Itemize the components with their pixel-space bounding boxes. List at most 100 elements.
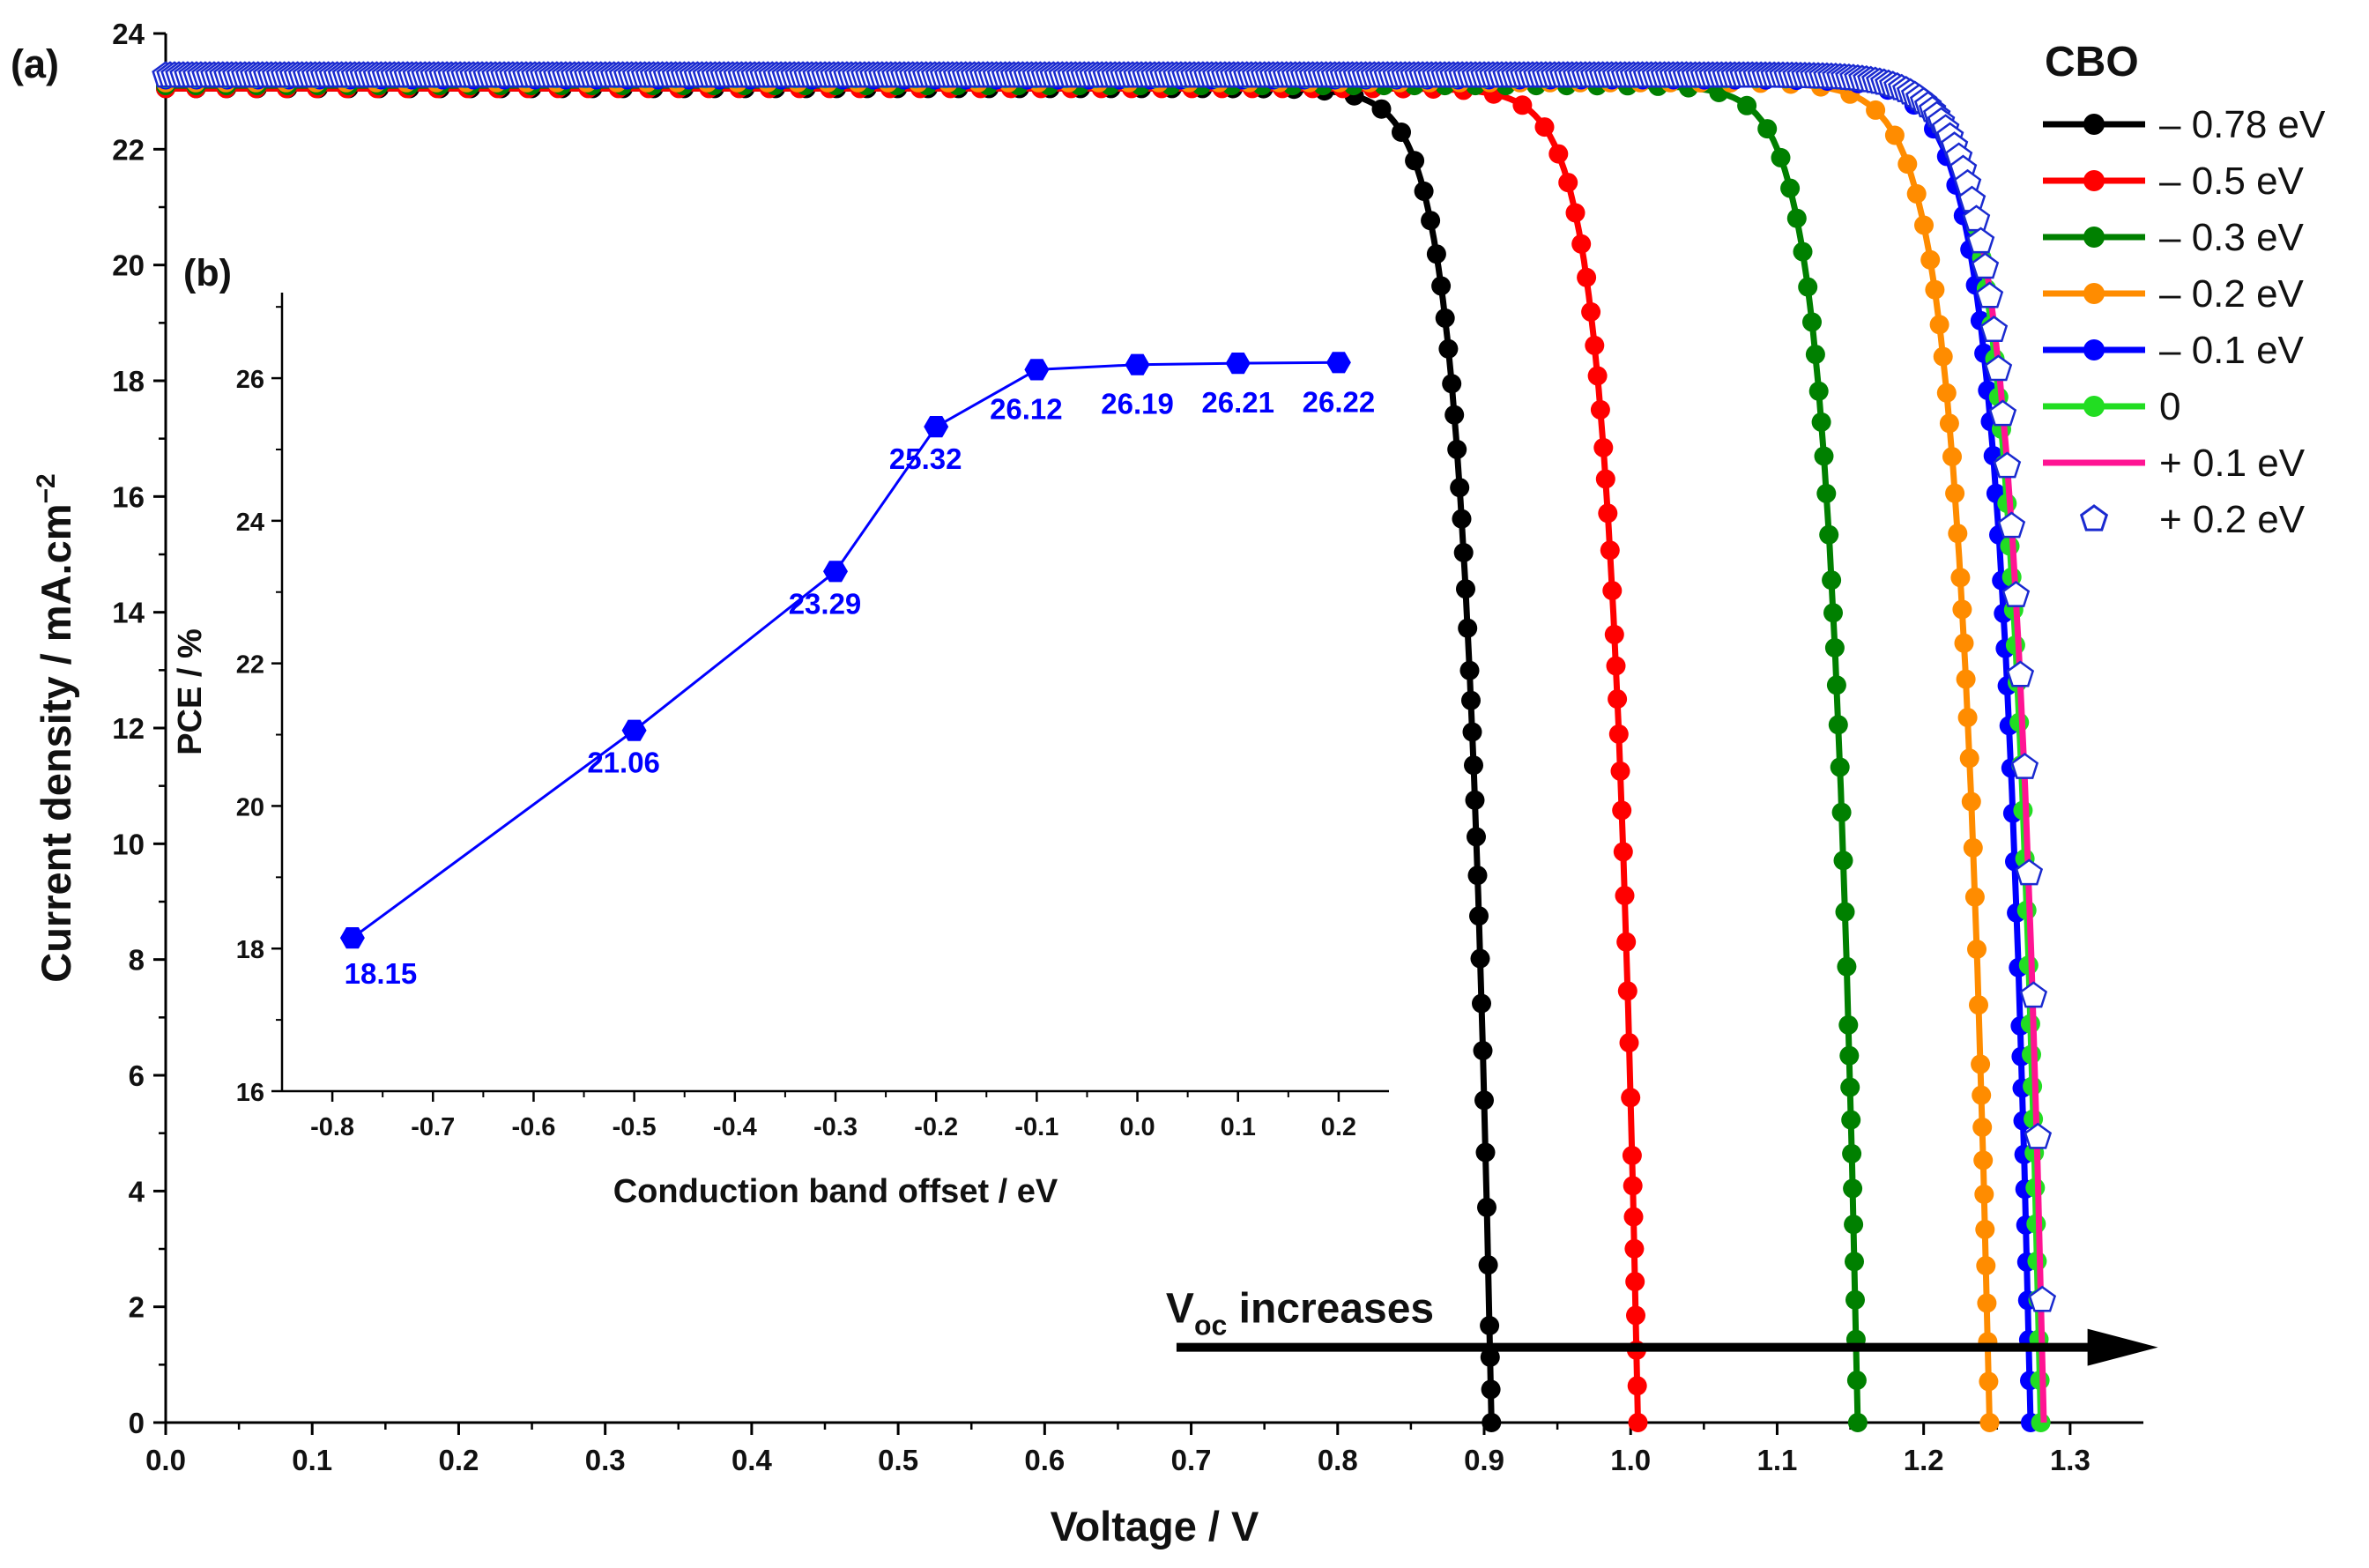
inset-x-tick-label: 0.1 xyxy=(1221,1113,1256,1141)
series-marker xyxy=(1426,244,1446,264)
voc-arrow-head xyxy=(2087,1328,2158,1366)
series-marker xyxy=(1866,100,1886,120)
legend-label: + 0.2 eV xyxy=(2159,498,2306,541)
legend-label: + 0.1 eV xyxy=(2159,442,2306,485)
series-marker xyxy=(2028,1285,2057,1312)
series-marker xyxy=(1452,509,1472,529)
y-tick-label: 24 xyxy=(112,18,145,50)
series-marker xyxy=(1469,906,1489,926)
series-marker xyxy=(1462,722,1482,742)
series-marker xyxy=(1961,791,1981,812)
series-marker xyxy=(1461,690,1481,710)
series-marker xyxy=(1405,151,1425,171)
legend-label: – 0.3 eV xyxy=(2159,216,2305,259)
series-marker xyxy=(1939,413,1959,434)
series-marker xyxy=(1600,540,1620,561)
inset-y-tick-label: 20 xyxy=(236,793,264,821)
series-marker xyxy=(1979,316,2009,342)
series-marker xyxy=(2015,858,2044,886)
series-marker xyxy=(1906,183,1927,204)
inset-point xyxy=(1225,353,1251,375)
series-marker xyxy=(1622,1146,1642,1165)
inset-background xyxy=(282,293,1389,1091)
series-marker xyxy=(1967,940,1987,959)
series-marker xyxy=(1969,995,1988,1015)
series-marker xyxy=(1897,154,1918,175)
series-marker xyxy=(1973,1150,1994,1170)
series-marker xyxy=(1593,437,1614,457)
series-marker xyxy=(1846,1371,1867,1391)
inset-y-tick-label: 24 xyxy=(236,509,264,537)
main-series xyxy=(152,61,2057,1432)
x-tick-label: 0.6 xyxy=(1024,1444,1065,1476)
series-marker xyxy=(1757,119,1778,139)
series-marker xyxy=(1966,227,1995,254)
series-marker xyxy=(1613,842,1633,862)
x-tick-label: 0.1 xyxy=(292,1444,332,1476)
series-marker xyxy=(1884,125,1905,145)
inset-data-label: 18.15 xyxy=(345,957,418,990)
series-marker xyxy=(1828,715,1848,735)
series-marker xyxy=(1478,1255,1498,1275)
series-marker xyxy=(1811,412,1831,432)
legend-marker xyxy=(2083,339,2105,360)
inset-data-label: 21.06 xyxy=(587,747,660,779)
voc-rest: increases xyxy=(1227,1286,1434,1333)
series-marker xyxy=(1473,1041,1493,1060)
series-marker xyxy=(1936,383,1957,403)
legend-marker xyxy=(2083,283,2105,304)
y-tick-label: 0 xyxy=(129,1407,145,1439)
voc-annotation: Voc increases xyxy=(1166,1286,2158,1366)
series-marker xyxy=(1950,568,1971,588)
legend-label: – 0.1 eV xyxy=(2159,329,2305,372)
inset-x-tick-label: -0.1 xyxy=(1014,1113,1058,1141)
series-marker xyxy=(1952,599,1972,620)
series-marker xyxy=(1627,1376,1647,1396)
inset-x-tick-label: 0.2 xyxy=(1321,1113,1356,1141)
inset-x-tick-label: 0.0 xyxy=(1119,1113,1155,1141)
inset-data-label: 25.32 xyxy=(889,442,962,475)
series-marker xyxy=(1442,374,1462,394)
inset-x-tick-label: -0.3 xyxy=(813,1113,858,1141)
series-marker xyxy=(1482,1413,1502,1432)
series-marker xyxy=(2024,1122,2053,1149)
y-tick-label: 18 xyxy=(112,365,145,398)
panel-label-b: (b) xyxy=(183,252,232,294)
series-7 xyxy=(152,61,2057,1312)
series-marker xyxy=(1920,249,1941,270)
series-marker xyxy=(1450,478,1470,498)
series-marker xyxy=(1929,315,1949,335)
series-marker xyxy=(1585,335,1605,355)
x-tick-label: 0.7 xyxy=(1171,1444,1212,1476)
series-marker xyxy=(1474,1090,1494,1111)
y-tick-label: 12 xyxy=(112,712,145,745)
series-marker xyxy=(1628,1413,1648,1432)
series-marker xyxy=(1780,178,1801,198)
series-marker xyxy=(1993,451,2022,479)
x-tick-label: 0.2 xyxy=(439,1444,479,1476)
series-marker xyxy=(1808,381,1829,401)
series-marker xyxy=(1737,95,1757,115)
series-marker xyxy=(1971,1054,1991,1074)
series-marker xyxy=(1975,1219,1995,1239)
series-marker xyxy=(1612,800,1632,821)
series-marker xyxy=(1971,252,2000,279)
series-marker xyxy=(1786,208,1807,228)
series-marker xyxy=(1979,1371,1999,1392)
series-marker xyxy=(1459,660,1480,680)
series-marker xyxy=(1577,267,1597,287)
series-marker xyxy=(1963,837,1983,858)
inset-point xyxy=(823,561,848,583)
inset-point xyxy=(1125,353,1150,375)
legend-label: 0 xyxy=(2159,385,2180,428)
series-marker xyxy=(1392,123,1411,142)
legend-marker xyxy=(2079,504,2109,531)
voc-annotation-text: Voc increases xyxy=(1166,1286,1434,1341)
series-marker xyxy=(1823,603,1843,623)
series-marker xyxy=(1477,1197,1496,1217)
series-marker xyxy=(1619,1033,1639,1053)
series-marker xyxy=(1602,581,1623,601)
series-marker xyxy=(1414,181,1434,201)
series-marker xyxy=(1604,624,1624,644)
